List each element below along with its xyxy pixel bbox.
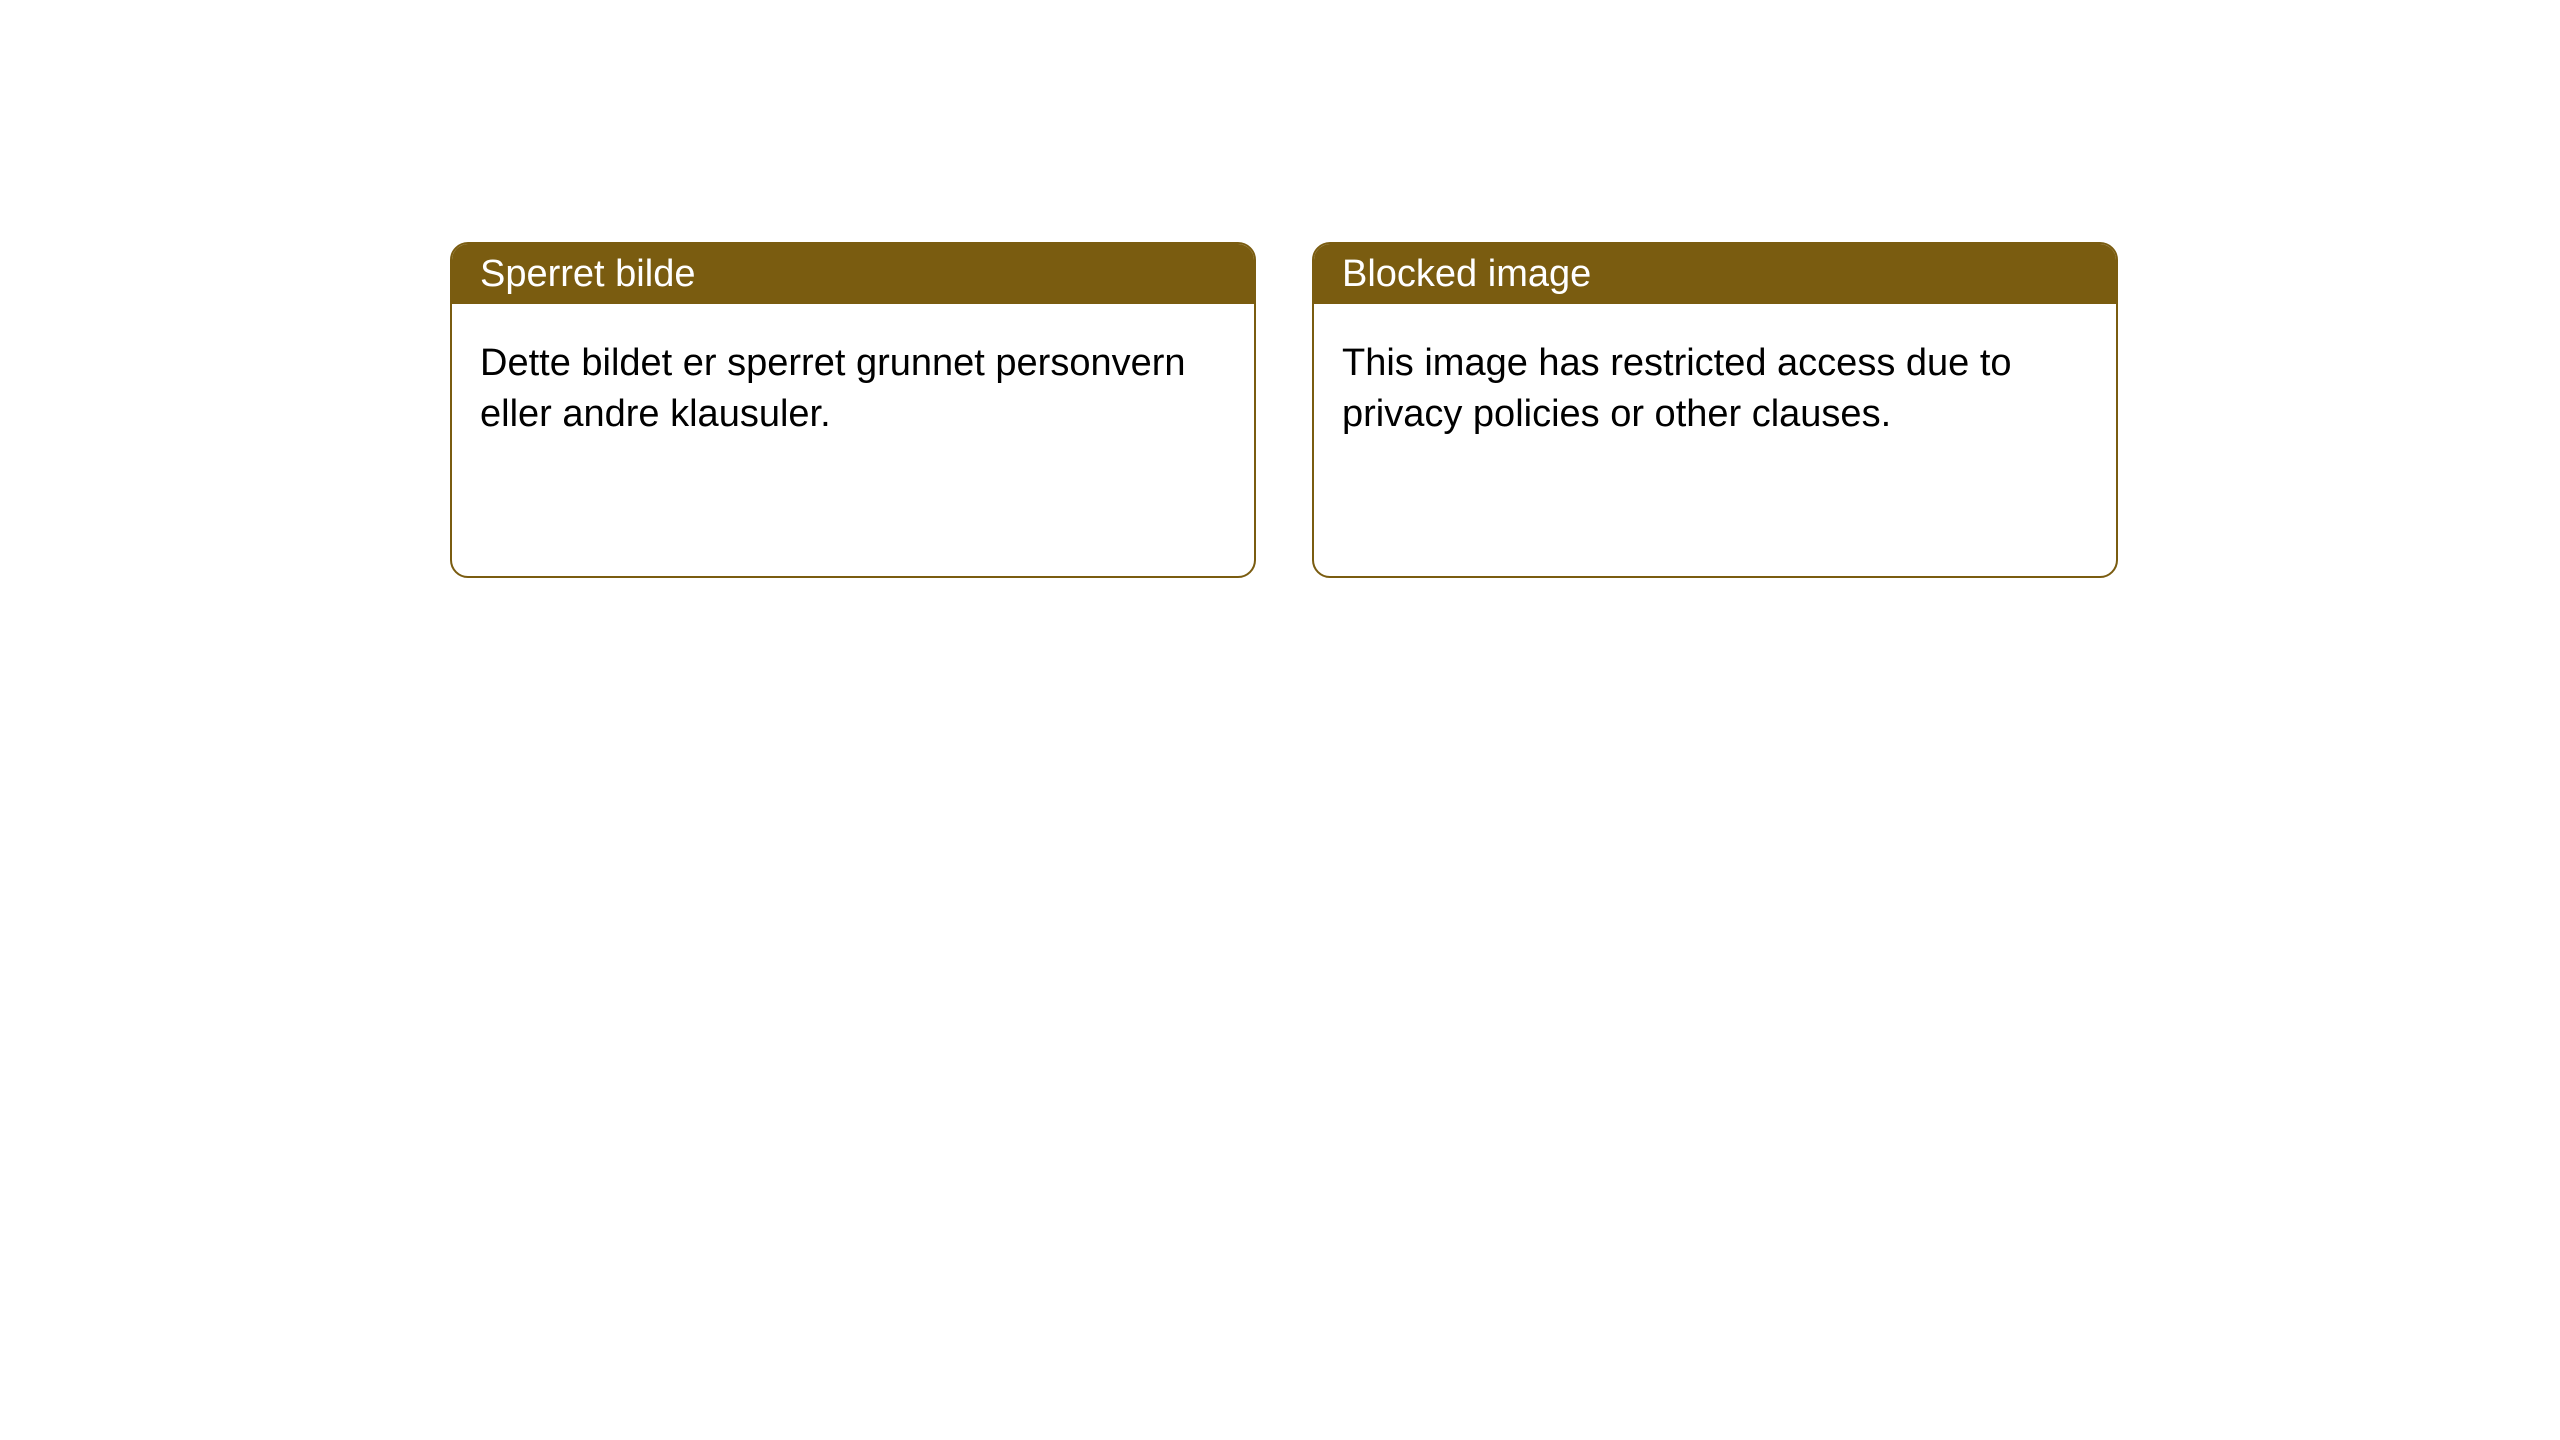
notice-header: Blocked image (1314, 244, 2116, 304)
notice-card-norwegian: Sperret bilde Dette bildet er sperret gr… (450, 242, 1256, 578)
notice-title: Sperret bilde (480, 253, 695, 296)
notice-card-english: Blocked image This image has restricted … (1312, 242, 2118, 578)
notice-body: Dette bildet er sperret grunnet personve… (452, 304, 1254, 475)
notice-message: This image has restricted access due to … (1342, 342, 2012, 435)
notice-container: Sperret bilde Dette bildet er sperret gr… (0, 0, 2560, 578)
notice-header: Sperret bilde (452, 244, 1254, 304)
notice-title: Blocked image (1342, 253, 1591, 296)
notice-message: Dette bildet er sperret grunnet personve… (480, 342, 1186, 435)
notice-body: This image has restricted access due to … (1314, 304, 2116, 475)
